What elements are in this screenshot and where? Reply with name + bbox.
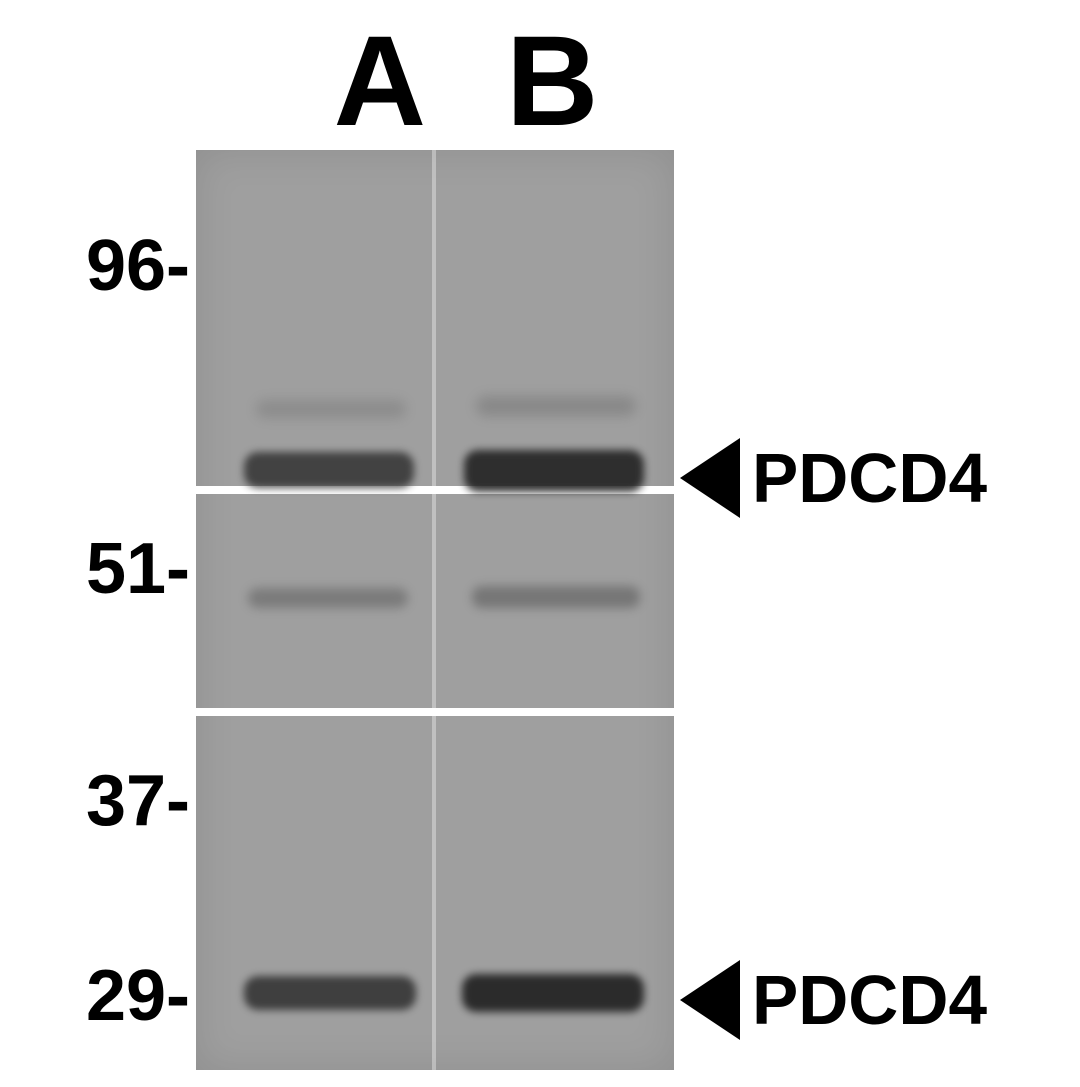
- mw-label-37: 37-: [0, 760, 190, 842]
- mw-label-96: 96-: [0, 225, 190, 307]
- mw-label-text: 51-: [86, 529, 190, 609]
- blot-segment-separator: [196, 708, 674, 716]
- mw-label-text: 96-: [86, 226, 190, 306]
- band-annotation-text: PDCD4: [752, 438, 987, 518]
- lane-label-b: B: [506, 8, 598, 155]
- blot-membrane: [196, 150, 674, 1070]
- blot-band: [462, 974, 644, 1012]
- blot-band: [256, 400, 406, 418]
- mw-label-text: 29-: [86, 956, 190, 1036]
- blot-band: [472, 586, 640, 608]
- band-annotation-pdcd4: PDCD4: [680, 960, 987, 1040]
- mw-label-51: 51-: [0, 528, 190, 610]
- band-annotation-text: PDCD4: [752, 960, 987, 1040]
- blot-band: [248, 588, 408, 608]
- western-blot-figure: AB 96- 51- 37- 29- PDCD4 PDCD4: [0, 0, 1080, 1087]
- lane-divider: [432, 150, 436, 1070]
- blot-band: [464, 450, 644, 492]
- mw-label-29: 29-: [0, 955, 190, 1037]
- blot-band: [244, 452, 414, 488]
- arrow-left-icon: [680, 438, 740, 518]
- arrow-left-icon: [680, 960, 740, 1040]
- lane-label-a: A: [334, 8, 426, 155]
- mw-label-text: 37-: [86, 761, 190, 841]
- band-annotation-pdcd4: PDCD4: [680, 438, 987, 518]
- blot-band: [476, 396, 636, 416]
- lane-labels: AB: [256, 8, 676, 155]
- blot-band: [244, 976, 416, 1010]
